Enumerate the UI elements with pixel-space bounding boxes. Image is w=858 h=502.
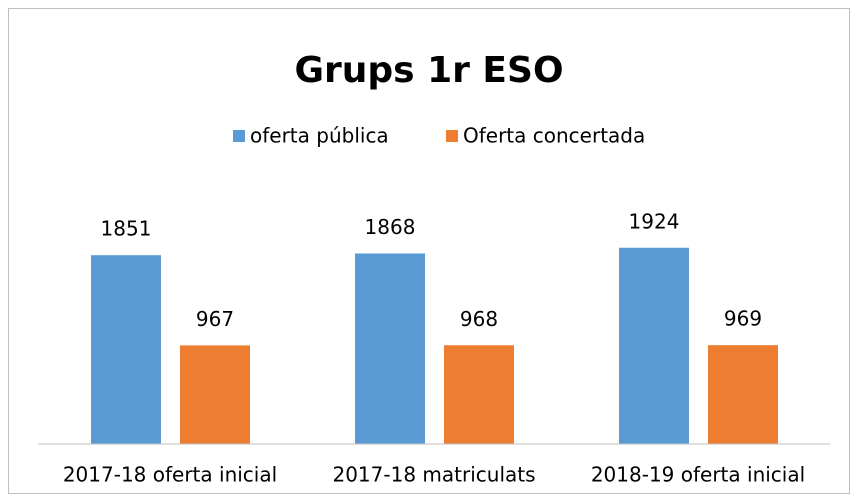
data-label: 968 xyxy=(460,307,498,331)
x-tick-label: 2018-19 oferta inicial xyxy=(591,463,805,487)
data-label: 1924 xyxy=(629,209,680,233)
chart-title: Grups 1r ESO xyxy=(294,50,563,91)
bar xyxy=(708,345,778,444)
data-label: 1868 xyxy=(365,215,416,239)
bar xyxy=(444,345,514,444)
data-label: 969 xyxy=(724,307,762,331)
bar xyxy=(619,247,689,444)
data-label: 967 xyxy=(196,307,234,331)
bar xyxy=(180,345,250,444)
legend-swatch xyxy=(233,130,245,142)
legend-label: Oferta concertada xyxy=(463,124,645,148)
bar xyxy=(355,253,425,444)
x-tick-label: 2017-18 oferta inicial xyxy=(63,463,277,487)
legend-swatch xyxy=(446,130,458,142)
bar xyxy=(91,255,161,444)
data-label: 1851 xyxy=(101,217,152,241)
legend-label: oferta pública xyxy=(250,124,389,148)
x-tick-label: 2017-18 matriculats xyxy=(332,463,535,487)
